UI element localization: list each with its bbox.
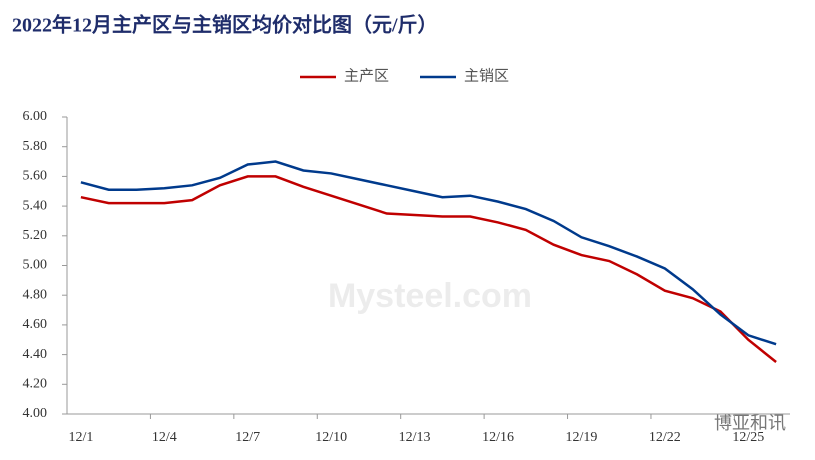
legend-label: 主产区: [344, 67, 389, 84]
x-tick-label: 12/1: [68, 430, 93, 445]
x-tick-label: 12/22: [649, 430, 681, 445]
y-tick-label: 4.00: [23, 406, 48, 421]
y-tick-label: 5.60: [23, 169, 48, 184]
x-tick-label: 12/7: [235, 430, 260, 445]
y-tick-label: 4.20: [23, 377, 48, 392]
y-tick-label: 4.80: [23, 287, 48, 302]
y-tick-label: 5.20: [23, 228, 48, 243]
y-tick-label: 5.80: [23, 139, 48, 154]
x-tick-label: 12/10: [315, 430, 347, 445]
x-tick-label: 12/19: [565, 430, 597, 445]
y-tick-label: 4.60: [23, 317, 48, 332]
x-tick-label: 12/4: [152, 430, 177, 445]
watermark: Mysteel.com: [328, 277, 532, 315]
x-tick-label: 12/13: [399, 430, 431, 445]
x-tick-label: 12/25: [732, 430, 764, 445]
y-tick-label: 4.40: [23, 347, 48, 362]
x-tick-label: 12/16: [482, 430, 514, 445]
chart-title: 2022年12月主产区与主销区均价对比图（元/斤）: [12, 13, 438, 37]
source-label: 博亚和讯: [714, 413, 786, 433]
y-tick-label: 5.40: [23, 198, 48, 213]
series-line: [80, 175, 777, 364]
y-tick-label: 6.00: [23, 109, 48, 124]
y-tick-label: 5.00: [23, 258, 48, 273]
legend-label: 主销区: [464, 67, 509, 84]
series-line: [80, 160, 777, 346]
